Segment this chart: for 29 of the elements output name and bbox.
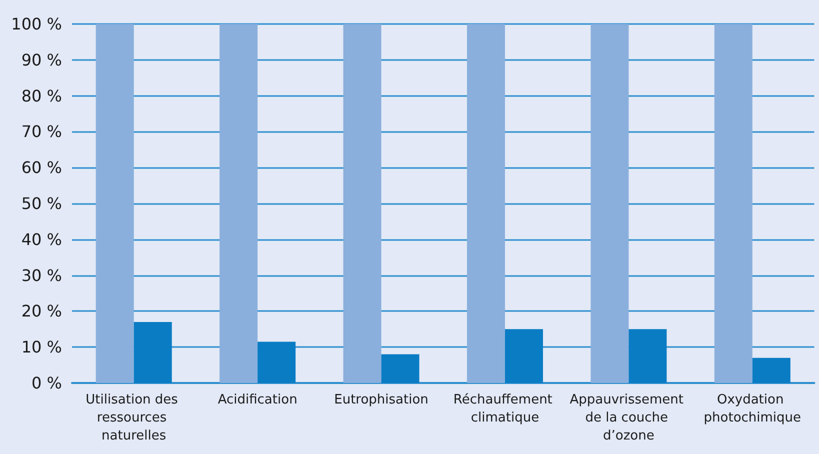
y-tick-label: 60 % <box>21 158 62 178</box>
bar <box>220 24 258 383</box>
y-tick-label: 50 % <box>21 194 62 213</box>
y-tick-label: 90 % <box>21 50 62 70</box>
y-tick-label: 80 % <box>21 86 62 106</box>
x-tick-label: Réchauffement climatique <box>453 392 557 426</box>
bar <box>504 329 543 383</box>
bar <box>96 24 134 383</box>
bar <box>590 24 629 383</box>
bar <box>714 24 752 383</box>
x-tick-label: Utilisation des ressources naturelles <box>86 392 182 444</box>
bar <box>752 358 790 383</box>
y-tick-label: 30 % <box>21 266 62 285</box>
bar <box>466 24 505 383</box>
x-tick-label: Appauvrissement de la couche d’ozone <box>570 392 688 444</box>
y-tick-label: 10 % <box>21 338 62 357</box>
bar <box>628 329 667 383</box>
y-tick-label: 20 % <box>21 302 62 321</box>
bar <box>381 354 420 383</box>
bar <box>258 342 296 383</box>
x-tick-label: Oxydation photochimique <box>704 392 802 426</box>
y-tick-label: 0 % <box>32 374 62 392</box>
y-tick-label: 70 % <box>21 122 62 142</box>
y-tick-label: 40 % <box>21 230 62 249</box>
x-tick-label: Eutrophisation <box>334 392 428 408</box>
x-tick-label: Acidification <box>218 392 298 408</box>
bar <box>343 24 382 383</box>
bar <box>134 322 172 383</box>
y-tick-label: 100 % <box>11 14 62 34</box>
